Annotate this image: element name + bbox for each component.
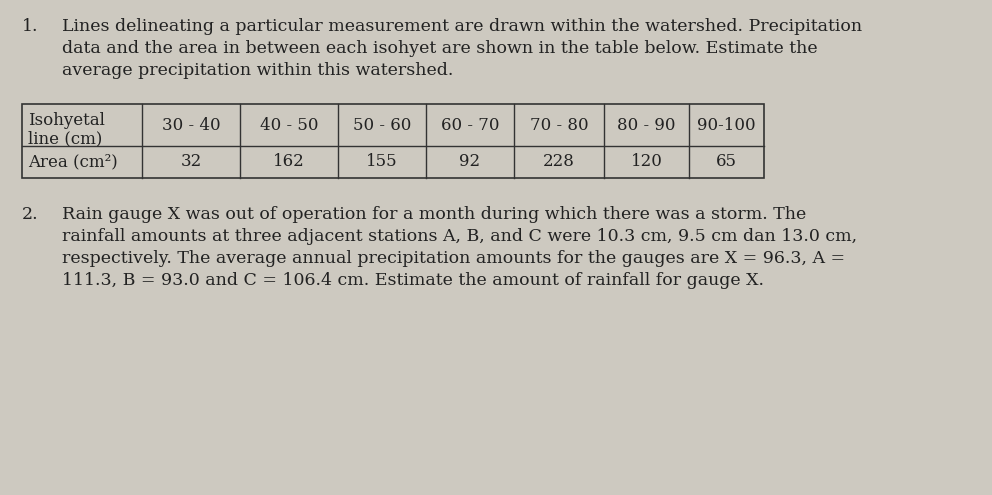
Text: 111.3, B = 93.0 and C = 106.4 cm. Estimate the amount of rainfall for gauge X.: 111.3, B = 93.0 and C = 106.4 cm. Estima… — [62, 272, 764, 289]
Text: average precipitation within this watershed.: average precipitation within this waters… — [62, 62, 453, 79]
Text: 228: 228 — [543, 153, 575, 170]
Text: respectively. The average annual precipitation amounts for the gauges are X = 96: respectively. The average annual precipi… — [62, 250, 845, 267]
Text: Lines delineating a particular measurement are drawn within the watershed. Preci: Lines delineating a particular measureme… — [62, 18, 862, 35]
Text: 1.: 1. — [22, 18, 39, 35]
Text: data and the area in between each isohyet are shown in the table below. Estimate: data and the area in between each isohye… — [62, 40, 817, 57]
Text: rainfall amounts at three adjacent stations A, B, and C were 10.3 cm, 9.5 cm dan: rainfall amounts at three adjacent stati… — [62, 228, 857, 245]
Text: 70 - 80: 70 - 80 — [530, 116, 588, 134]
Text: 30 - 40: 30 - 40 — [162, 116, 220, 134]
Text: 120: 120 — [631, 153, 663, 170]
Text: 40 - 50: 40 - 50 — [260, 116, 318, 134]
Text: 155: 155 — [366, 153, 398, 170]
Text: 90-100: 90-100 — [697, 116, 756, 134]
Text: Area (cm²): Area (cm²) — [28, 153, 118, 170]
Text: 32: 32 — [181, 153, 201, 170]
Text: 65: 65 — [716, 153, 737, 170]
Text: 60 - 70: 60 - 70 — [440, 116, 499, 134]
Text: Isohyetal: Isohyetal — [28, 112, 105, 129]
Text: 92: 92 — [459, 153, 480, 170]
Text: 162: 162 — [273, 153, 305, 170]
Text: 2.: 2. — [22, 206, 39, 223]
Text: line (cm): line (cm) — [28, 130, 102, 147]
Text: 80 - 90: 80 - 90 — [617, 116, 676, 134]
Text: 50 - 60: 50 - 60 — [353, 116, 412, 134]
Text: Rain gauge X was out of operation for a month during which there was a storm. Th: Rain gauge X was out of operation for a … — [62, 206, 806, 223]
Bar — [22, 104, 764, 178]
